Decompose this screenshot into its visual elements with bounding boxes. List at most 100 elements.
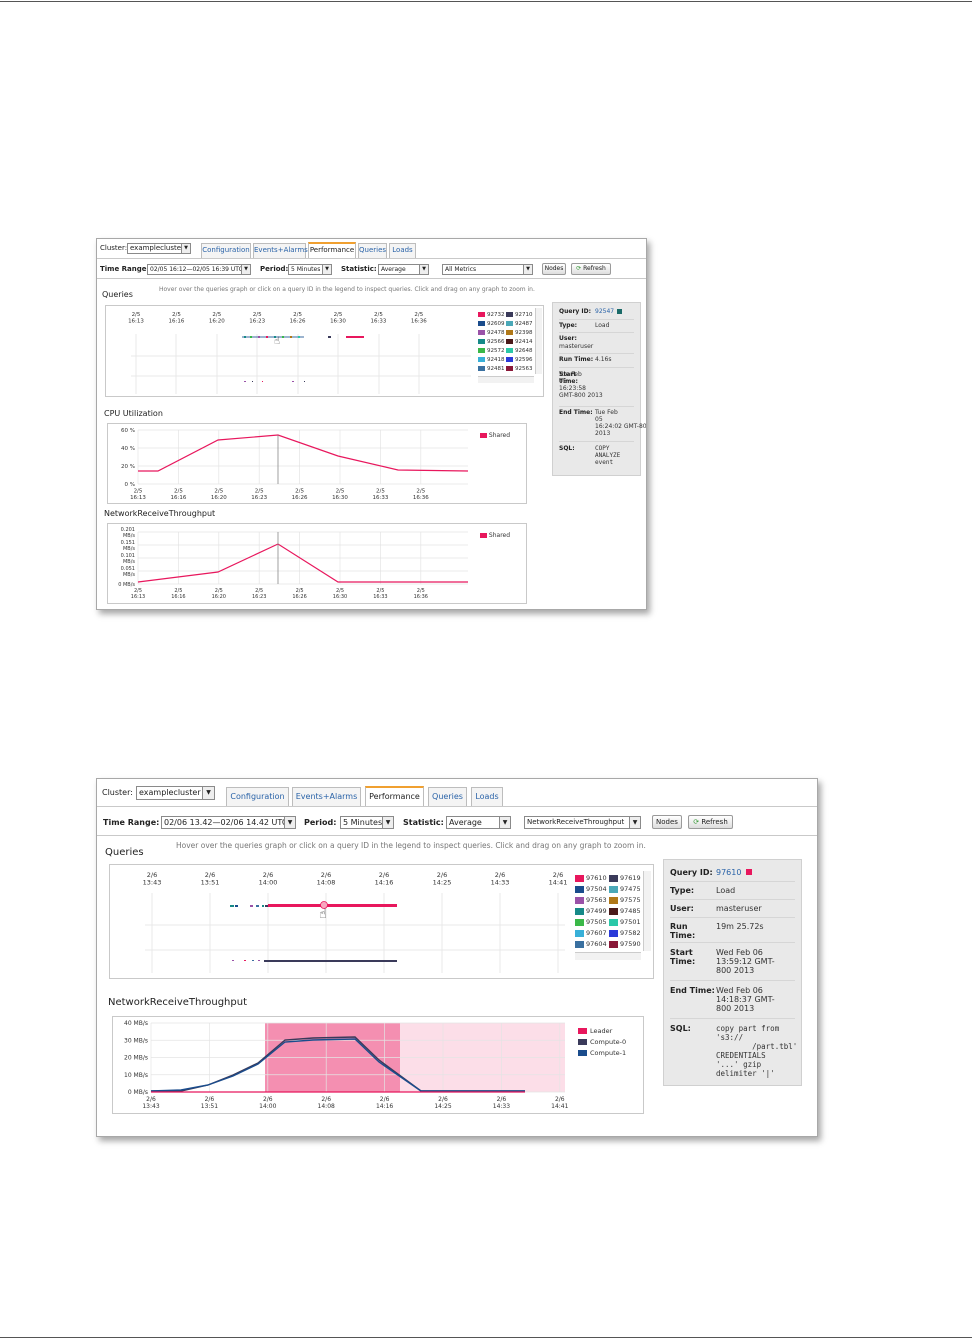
x-tick-label: 16:16 [170,495,186,501]
legend-label: 92732 [487,312,505,318]
legend-swatch [478,330,485,335]
legend-scrollbar[interactable] [643,871,651,951]
network-legend[interactable]: Leader Compute-0 Compute-1 [578,1027,642,1067]
legend-query-92398[interactable]: 92398 [506,330,533,336]
cluster-select[interactable]: examplecluster ▼ [127,243,191,254]
network-legend-shared[interactable]: Shared [480,532,510,539]
y-tick-label: MB/s [123,572,135,578]
statistic-select[interactable]: Average ▼ [446,816,511,829]
tab-events-alarms[interactable]: Events+Alarms [292,787,361,806]
period-select[interactable]: 5 Minutes ▼ [288,264,332,275]
legend-query-92596[interactable]: 92596 [506,357,533,363]
query-bars[interactable] [230,901,397,963]
metrics-value: All Metrics [445,266,477,273]
legend-query-92563[interactable]: 92563 [506,366,533,372]
legend-item-compute-0[interactable]: Compute-0 [578,1038,626,1046]
tab-loads[interactable]: Loads [389,243,416,258]
x-tick-label: 16:30 [332,495,348,501]
legend-query-97501[interactable]: 97501 [609,918,641,926]
detail-query-id-link[interactable]: 97610 [716,868,742,877]
tab-queries[interactable]: Queries [358,243,387,258]
legend-query-97582[interactable]: 97582 [609,929,641,937]
nodes-button[interactable]: Nodes [542,263,566,275]
screenshot-large: Cluster: examplecluster ▼ Configuration … [96,778,818,1137]
refresh-button[interactable]: ⟳ Refresh [688,815,733,829]
legend-query-97504[interactable]: 97504 [575,885,607,893]
legend-query-92478[interactable]: 92478 [478,330,505,336]
detail-user-row: User: masteruser [670,900,795,918]
cpu-legend-shared[interactable]: Shared [480,432,510,439]
queries-timeline[interactable]: 2/516:132/516:162/516:202/516:232/516:26… [106,306,543,396]
legend-query-97604[interactable]: 97604 [575,940,607,948]
cpu-chart-svg[interactable]: 60 %40 %20 %0 %2/516:132/516:162/516:202… [108,424,526,503]
queries-timeline[interactable]: 2/613:432/613:512/614:002/614:082/614:16… [110,865,653,978]
legend-query-92710[interactable]: 92710 [506,312,533,318]
metrics-select[interactable]: NetworkReceiveThroughput ▼ [524,816,641,829]
time-range-select[interactable]: 02/06 13.42—02/06 14.42 UTC-8 ▼ [161,816,296,829]
legend-hscrollbar[interactable] [478,376,534,383]
nodes-button[interactable]: Nodes [652,815,682,829]
refresh-button[interactable]: ⟳ Refresh [571,263,611,275]
metrics-select[interactable]: All Metrics ▼ [442,264,533,275]
detail-value: Wed Feb 06 14:18:37 GMT- 800 2013 [716,986,775,1013]
tab-configuration[interactable]: Configuration [201,243,251,258]
legend-swatch [575,874,584,882]
legend-query-97590[interactable]: 97590 [609,940,641,948]
x-tick-label: 14:25 [433,879,452,887]
legend-swatch [575,907,584,915]
x-tick-label: 2/6 [438,1096,448,1103]
cpu-chart[interactable]: 60 % 40 % 20 % 0 % 2/5 16:13 2/5 16:16 2/5 16:20 2… [107,423,527,504]
legend-query-97619[interactable]: 97619 [609,874,641,882]
statistic-select[interactable]: Average ▼ [378,264,429,275]
legend-item-leader[interactable]: Leader [578,1027,612,1035]
legend-query-92487[interactable]: 92487 [506,321,533,327]
metrics-value: NetworkReceiveThroughput [527,818,625,826]
queries-graph[interactable]: 2/5 16:13 2/5 16:16 2/5 16:20 2/5 16:23 2/5 16:26… [105,305,544,397]
queries-legend[interactable]: 92732 92710 92609 92487 92478 92398 92566 92414… [478,312,534,376]
hand-cursor-icon: ☝ [319,907,327,922]
x-tick-label: 2/5 [296,588,304,594]
x-tick-label: 16:36 [413,495,429,501]
legend-query-97475[interactable]: 97475 [609,885,641,893]
detail-sql-row: SQL: copy part from 's3:// /part.tbl' CR… [670,1020,797,1080]
legend-query-92481[interactable]: 92481 [478,366,505,372]
legend-query-97499[interactable]: 97499 [575,907,607,915]
detail-query-id-link[interactable]: 92547 [595,308,615,315]
legend-query-97610[interactable]: 97610 [575,874,607,882]
legend-query-92732[interactable]: 92732 [478,312,505,318]
queries-graph[interactable]: 2/6 13:43 2/6 13:51 2/6 14:00 2/6 14:08 2/6 14:16… [109,864,654,979]
legend-query-97575[interactable]: 97575 [609,896,641,904]
tab-loads[interactable]: Loads [471,787,503,806]
tab-configuration[interactable]: Configuration [226,787,289,806]
legend-query-92572[interactable]: 92572 [478,348,505,354]
tab-performance[interactable]: Performance [308,242,356,258]
tab-performance[interactable]: Performance [365,786,424,806]
x-tick-label: 2/5 [336,588,344,594]
tab-events-alarms[interactable]: Events+Alarms [253,243,308,258]
legend-hscrollbar[interactable] [575,952,641,960]
legend-query-92648[interactable]: 92648 [506,348,533,354]
query-bars[interactable] [242,336,364,382]
legend-query-92566[interactable]: 92566 [478,339,505,345]
queries-legend[interactable]: 97610 97619 97504 97475 97563 97575 97499 97485… [575,874,641,952]
network-chart[interactable]: 40 MB/s 30 MB/s 20 MB/s 10 MB/s 0 MB/s 2/6 13:… [112,1016,644,1114]
cluster-select[interactable]: examplecluster ▼ [136,786,215,800]
network-chart-svg[interactable]: 40 MB/s30 MB/s20 MB/s10 MB/s0 MB/s2/613:… [113,1017,643,1113]
x-tick-label: 2/6 [263,871,273,879]
time-range-select[interactable]: 02/05 16:12—02/05 16:39 UTC-8 ▼ [147,264,251,275]
legend-query-97505[interactable]: 97505 [575,918,607,926]
tab-queries[interactable]: Queries [428,787,467,806]
period-select[interactable]: 5 Minutes ▼ [340,816,394,829]
legend-query-97607[interactable]: 97607 [575,929,607,937]
network-chart[interactable]: 0.201 MB/s 0.151 MB/s 0.101 MB/s 0.051 MB/s 0 MB… [107,523,527,604]
legend-scrollbar[interactable] [535,308,542,374]
legend-query-92418[interactable]: 92418 [478,357,505,363]
legend-query-92609[interactable]: 92609 [478,321,505,327]
legend-query-97563[interactable]: 97563 [575,896,607,904]
detail-start-row: Start Time: Wed Feb 06 13:59:12 GMT- 800… [670,944,795,981]
legend-query-97485[interactable]: 97485 [609,907,641,915]
x-tick-label: 2/5 [253,312,262,318]
legend-query-92414[interactable]: 92414 [506,339,533,345]
legend-item-compute-1[interactable]: Compute-1 [578,1049,626,1057]
